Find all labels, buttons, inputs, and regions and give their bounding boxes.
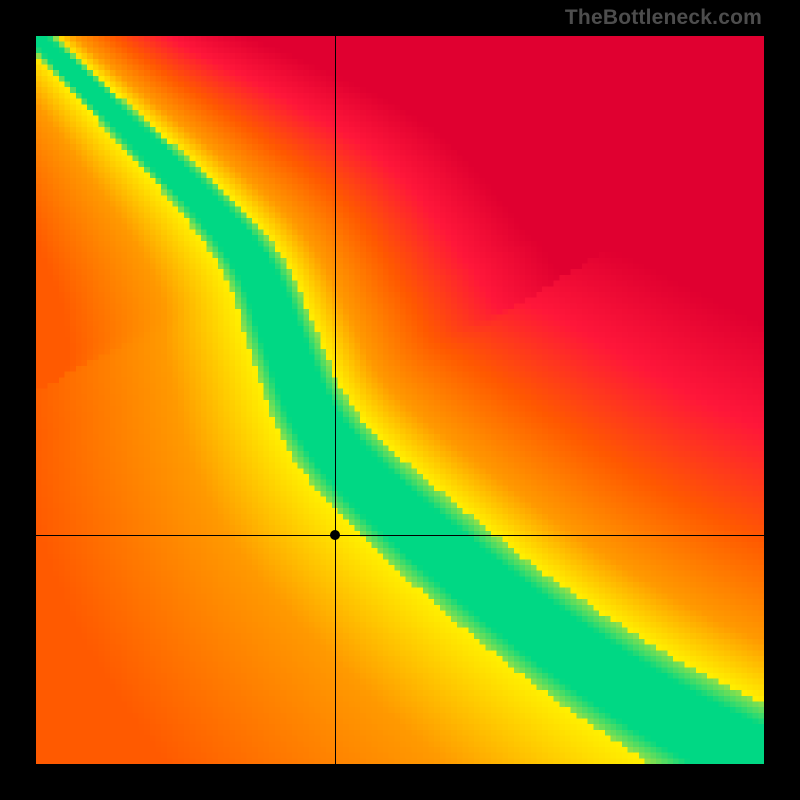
plot-area [36, 36, 764, 764]
heatmap-canvas [36, 36, 764, 764]
bottleneck-heatmap-figure: { "figure": { "type": "heatmap", "source… [0, 0, 800, 800]
watermark-label: TheBottleneck.com [565, 6, 762, 30]
